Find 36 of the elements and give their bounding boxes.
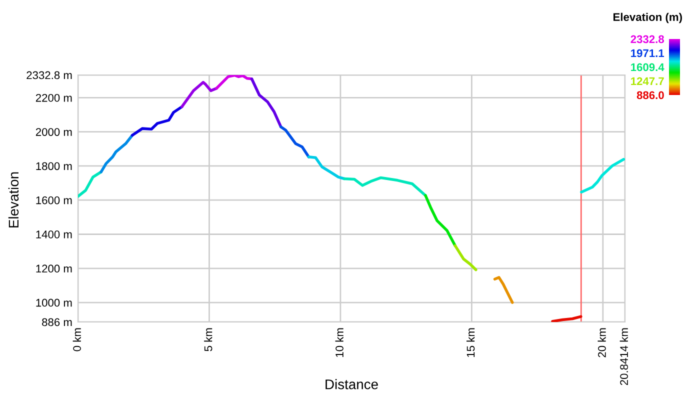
line-series xyxy=(279,125,310,158)
y-axis-title: Elevation xyxy=(8,172,19,228)
color-bar-label: 1609.4 xyxy=(631,63,664,72)
y-tick-label: 1400 m xyxy=(36,230,72,238)
y-tick-label: 886 m xyxy=(42,318,72,326)
y-tick-label: 1000 m xyxy=(36,298,72,307)
color-bar-title: Elevation (m) xyxy=(613,12,682,24)
x-tick-label: 20.8414 km xyxy=(620,328,628,386)
color-bar-label: 2332.8 xyxy=(630,35,664,44)
x-tick-label: 15 km xyxy=(466,328,475,357)
x-tick-label: 5 km xyxy=(204,328,212,352)
y-tick-label: 2200 m xyxy=(36,94,72,102)
line-series xyxy=(343,176,427,197)
x-axis-title: Distance xyxy=(326,379,378,390)
y-tick-label: 1200 m xyxy=(36,264,72,273)
line-series xyxy=(250,78,282,128)
line-series xyxy=(78,170,102,198)
line-series xyxy=(180,80,218,108)
color-bar-label: 1971.1 xyxy=(631,49,664,58)
line-series xyxy=(130,105,184,137)
line-series xyxy=(100,134,134,174)
line-series xyxy=(454,244,478,272)
color-bar-label: 886.0 xyxy=(636,91,664,100)
line-series xyxy=(307,156,346,180)
x-tick-label: 20 km xyxy=(598,328,606,358)
x-tick-label: 10 km xyxy=(335,328,344,357)
color-bar-label: 1247.7 xyxy=(631,77,664,86)
line-series xyxy=(580,158,625,194)
y-tick-label: 2000 m xyxy=(36,128,72,136)
y-tick-label: 1600 m xyxy=(36,196,72,204)
line-series xyxy=(493,276,514,304)
y-tick-label: 1800 m xyxy=(36,162,72,170)
y-tick-label: 2332.8 m xyxy=(26,71,72,80)
x-tick-label: 0 km xyxy=(72,328,81,352)
line-series xyxy=(215,75,254,90)
line-series xyxy=(424,194,457,248)
